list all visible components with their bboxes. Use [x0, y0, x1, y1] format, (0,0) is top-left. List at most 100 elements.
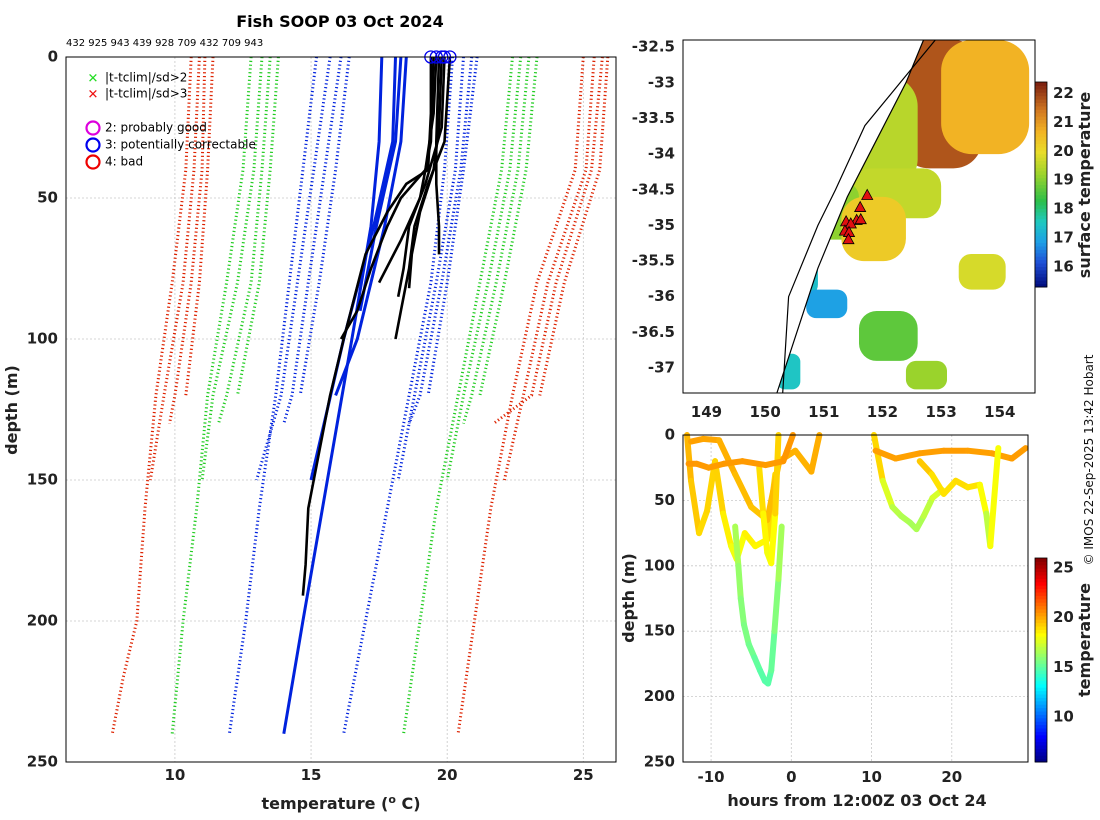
section-colorbar-segment — [1035, 745, 1047, 749]
observed-profile-drop-1 — [301, 57, 433, 596]
sst-patch — [958, 253, 1006, 290]
section-track-segment — [756, 464, 767, 517]
section-xtick-label: 0 — [786, 768, 796, 786]
section-colorbar-segment — [1035, 602, 1047, 607]
map-colorbar-segment — [1035, 136, 1047, 141]
map-colorbar-segment — [1035, 283, 1047, 288]
profile-ytick-label: 100 — [27, 330, 58, 348]
legend-label-3sd: |t-tclim|/sd>3 — [105, 87, 187, 101]
section-colorbar-segment — [1035, 592, 1047, 596]
section-ytick-label: 0 — [665, 426, 675, 444]
map-colorbar-label: surface temperature — [1075, 92, 1094, 279]
profile-ytick-label: 0 — [48, 48, 58, 66]
profile-xtick-label: 25 — [573, 766, 594, 784]
section-colorbar-segment — [1035, 721, 1047, 726]
legend-marker-2sd: ✕ — [88, 72, 99, 87]
section-colorbar-segment — [1035, 690, 1047, 695]
section-track-segment — [920, 494, 936, 520]
section-colorbar-segment — [1035, 578, 1047, 583]
section-colorbar-segment — [1035, 694, 1047, 698]
shelf-contour — [782, 39, 936, 394]
map-colorbar-tick-label: 20 — [1053, 142, 1074, 160]
section-colorbar-segment — [1035, 714, 1047, 719]
section-track-segment — [928, 471, 947, 497]
section-track-segment — [792, 447, 815, 475]
map-colorbar-segment — [1035, 160, 1047, 165]
map-ytick-label: -36.5 — [632, 323, 675, 341]
section-colorbar-segment — [1035, 649, 1047, 654]
map-colorbar-segment — [1035, 82, 1047, 86]
map-colorbar-segment — [1035, 102, 1047, 107]
profile-legend: ✕ |t-tclim|/sd>2 ✕ |t-tclim|/sd>3 2: pro… — [85, 71, 256, 170]
profile-xlabel: temperature (o C) — [261, 793, 420, 813]
sst-patch — [841, 196, 906, 262]
section-track-segment — [772, 432, 782, 517]
map-colorbar-segment — [1035, 116, 1047, 121]
section-colorbar-segment — [1035, 564, 1047, 569]
section-colorbar-segment — [1035, 748, 1047, 753]
map-colorbar-frame — [1034, 81, 1048, 288]
map-colorbar-segment — [1035, 167, 1047, 172]
section-track-segment — [768, 628, 778, 674]
map-colorbar-segment — [1035, 239, 1047, 244]
section-colorbar-segment — [1035, 751, 1047, 756]
station-marker — [844, 217, 857, 229]
section-track-segment — [771, 575, 782, 635]
profile-xtick-label: 15 — [301, 766, 322, 784]
profile-ytick-label: 200 — [27, 612, 58, 630]
coastline — [776, 39, 925, 394]
section-track-segment — [716, 437, 739, 478]
section-xtick-label: 10 — [861, 768, 882, 786]
section-track-segment — [760, 510, 771, 556]
clim-line-clim-mean — [282, 56, 384, 735]
profile-xlabel-start: temperature ( — [261, 794, 388, 813]
map-colorbar-segment — [1035, 232, 1047, 237]
map-colorbar-segment — [1035, 228, 1047, 233]
section-colorbar-segment — [1035, 639, 1047, 644]
map-colorbar-segment — [1035, 242, 1047, 247]
map-colorbar-segment — [1035, 164, 1047, 168]
sst-patch — [905, 360, 947, 390]
section-colorbar-segment — [1035, 622, 1047, 627]
section-colorbar-segment — [1035, 575, 1047, 579]
section-colorbar-segment — [1035, 704, 1047, 709]
section-xlabel: hours from 12:00Z 03 Oct 24 — [727, 791, 986, 810]
section-track-segment — [735, 562, 744, 602]
page-title: Fish SOOP 03 Oct 2024 — [236, 12, 444, 31]
section-colorbar-segment — [1035, 758, 1047, 763]
map-colorbar-segment — [1035, 276, 1047, 281]
section-colorbar-segment — [1035, 636, 1047, 641]
map-colorbar-segment — [1035, 126, 1047, 131]
section-colorbar-tick-label: 20 — [1053, 608, 1074, 626]
section-colorbar: 10 15 20 25 — [1034, 557, 1074, 763]
section-tracks — [684, 432, 1029, 687]
clim-line-plus-3sd — [502, 56, 596, 481]
legend-marker-3sd: ✕ — [88, 88, 99, 103]
map-colorbar-segment — [1035, 153, 1047, 158]
map-ticks: 149 150 151 152 153 154 -32.5 -33 -33.5 -34 -34.5 -… — [632, 38, 1016, 421]
map-colorbar-segment — [1035, 177, 1047, 182]
section-colorbar-tick-label: 15 — [1053, 658, 1074, 676]
map-colorbar-segment — [1035, 256, 1047, 261]
map-colorbar-tick-label: 19 — [1053, 171, 1074, 189]
section-colorbar-frame — [1034, 557, 1048, 763]
map-colorbar-segment — [1035, 184, 1047, 189]
section-colorbar-segment — [1035, 568, 1047, 573]
map-colorbar-segment — [1035, 198, 1047, 203]
sst-patch — [941, 40, 1030, 155]
map-colorbar-segment — [1035, 273, 1047, 278]
section-track-segment — [870, 432, 886, 484]
clim-line-plus-2sd — [445, 56, 523, 481]
legend-label-flag2: 2: probably good — [105, 121, 207, 135]
section-colorbar-segment — [1035, 629, 1047, 634]
section-colorbar-segment — [1035, 571, 1047, 576]
section-track-segment — [684, 432, 695, 484]
map-ytick-label: -35.5 — [632, 252, 675, 270]
map-colorbar-segment — [1035, 170, 1047, 175]
section-ytick-label: 50 — [654, 491, 675, 509]
section-colorbar-segment — [1035, 677, 1047, 681]
clim-line-plus-2sd — [462, 56, 531, 425]
map-colorbar-tick-label: 17 — [1053, 228, 1074, 246]
map-colorbar-segment — [1035, 222, 1047, 226]
map-colorbar-segment — [1035, 85, 1047, 90]
